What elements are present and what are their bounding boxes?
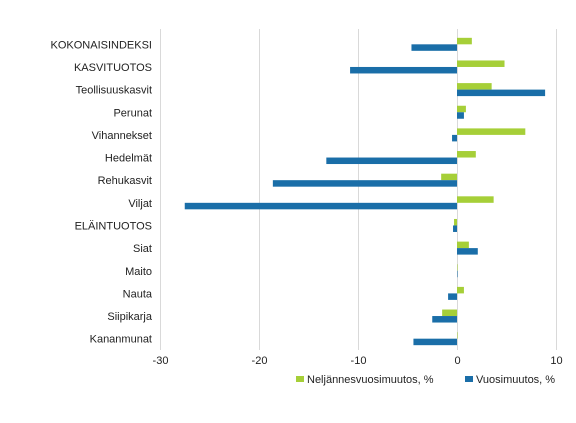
category-label: Siat	[133, 243, 152, 255]
bar-quarterly	[457, 286, 464, 294]
x-tick-label: -10	[351, 355, 367, 367]
category-label: Hedelmät	[105, 153, 152, 165]
bar-annual	[184, 202, 457, 210]
category-label: Vihannekset	[92, 130, 152, 142]
x-tick-label: -30	[153, 355, 169, 367]
bar-annual	[457, 112, 464, 119]
bar-quarterly	[442, 309, 457, 317]
category-label: KASVITUOTOS	[74, 62, 152, 74]
legend-label-annual: Vuosimuutos, %	[476, 374, 555, 386]
bar-quarterly	[457, 60, 505, 67]
legend-swatch-annual	[465, 376, 473, 382]
category-label: Nauta	[123, 288, 153, 300]
bar-annual	[432, 316, 457, 323]
bar-annual	[453, 225, 457, 232]
bar-quarterly	[457, 151, 476, 158]
category-label: Rehukasvit	[98, 175, 152, 187]
bar-quarterly	[457, 105, 466, 113]
bar-quarterly	[457, 128, 526, 135]
category-label: Viljat	[128, 198, 152, 210]
tick-labels: -30 -20 -10 0 10	[153, 355, 563, 367]
category-labels: KOKONAISINDEKSI KASVITUOTOS Teollisuuskasv…	[51, 39, 153, 345]
category-label: Teollisuuskasvit	[76, 85, 152, 97]
bar-quarterly	[457, 83, 492, 90]
bar-annual	[411, 44, 457, 51]
bar-quarterly	[457, 37, 472, 45]
bar-quarterly	[457, 332, 458, 339]
bar-quarterly	[457, 196, 494, 203]
category-label: Kananmunat	[90, 334, 152, 346]
bar-annual	[272, 180, 457, 187]
bar-annual	[326, 157, 457, 165]
bar-annual	[457, 270, 458, 278]
legend-swatch-quarterly	[296, 376, 304, 382]
bar-annual	[457, 248, 478, 255]
bars	[184, 37, 546, 346]
category-label: Perunat	[113, 107, 152, 119]
bar-annual	[452, 134, 457, 142]
bar-annual	[457, 89, 546, 97]
bar-quarterly	[454, 218, 457, 226]
bar-annual	[350, 66, 457, 74]
bar-annual	[448, 293, 457, 300]
grid	[160, 29, 557, 350]
bar-annual	[413, 338, 457, 346]
x-tick-label: -20	[252, 355, 268, 367]
category-label: ELÄINTUOTOS	[75, 220, 152, 232]
legend-label-quarterly: Neljännesvuosimuutos, %	[307, 374, 434, 386]
bar-quarterly	[441, 173, 457, 181]
bar-quarterly	[457, 264, 458, 271]
category-label: Siipikarja	[107, 311, 153, 323]
bar-quarterly	[457, 241, 469, 249]
legend: Neljännesvuosimuutos, % Vuosimuutos, %	[296, 374, 555, 386]
category-label: KOKONAISINDEKSI	[51, 39, 152, 51]
category-label: Maito	[125, 266, 152, 278]
x-tick-label: 0	[454, 355, 460, 367]
x-tick-label: 10	[550, 355, 562, 367]
